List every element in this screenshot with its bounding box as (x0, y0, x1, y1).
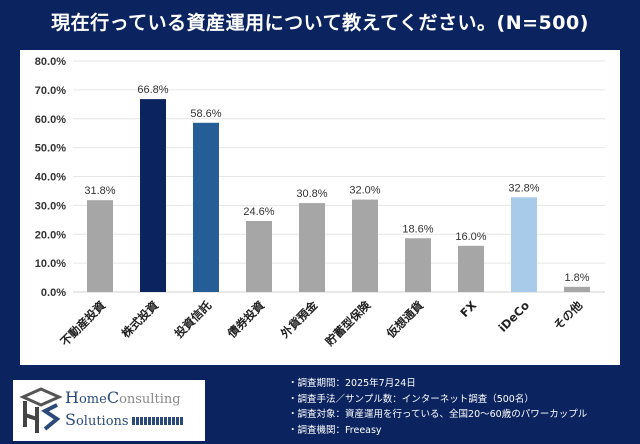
x-tick-label: 投資信託 (172, 298, 215, 341)
data-label: 24.6% (243, 206, 274, 218)
logo-text: HomeConsulting Solutions (65, 388, 184, 432)
company-logo: HomeConsulting Solutions (13, 380, 205, 441)
x-tick-label: 貯蓄型保険 (323, 298, 374, 349)
x-tick-label: 仮想通貨 (383, 298, 426, 341)
y-tick-label: 50.0% (35, 143, 66, 155)
data-label: 31.8% (84, 185, 115, 197)
bar (458, 245, 484, 292)
note-agency: ・調査機関：Freeasy (288, 424, 382, 436)
bar (299, 203, 325, 292)
x-tick-label: その他 (551, 298, 586, 333)
x-tick-label: FX (457, 298, 479, 320)
bar (246, 220, 272, 292)
y-tick-label: 60.0% (35, 114, 66, 126)
y-tick-label: 40.0% (35, 172, 66, 184)
bar (87, 200, 113, 292)
x-tick-label: 外貨預金 (277, 298, 320, 341)
y-tick-label: 30.0% (35, 200, 66, 212)
bar (511, 197, 537, 292)
data-label: 1.8% (564, 272, 589, 284)
data-label: 32.8% (508, 182, 539, 194)
bar-chart: 0.0% 10.0% 20.0% 30.0% 40.0% 50.0% 60.0% 70.0% 8… (35, 56, 605, 349)
x-tick-label: iDeCo (496, 298, 533, 335)
y-tick-label: 10.0% (35, 258, 66, 270)
x-tick-label: 不動産投資 (58, 298, 109, 349)
data-label: 30.8% (296, 188, 327, 200)
logo-mark-icon (19, 387, 63, 433)
bar (140, 99, 166, 292)
y-tick-label: 0.0% (41, 287, 66, 299)
bar (352, 199, 378, 292)
data-label: 16.0% (455, 231, 486, 243)
bar (405, 238, 431, 292)
data-label: 58.6% (190, 108, 221, 120)
y-tick-label: 70.0% (35, 85, 66, 97)
data-label: 66.8% (137, 84, 168, 96)
data-label: 18.6% (402, 223, 433, 235)
data-label: 32.0% (349, 185, 380, 197)
note-target: ・調査対象：資産運用を行っている、全国20〜60歳のパワーカップル (288, 409, 588, 420)
bar (193, 122, 219, 292)
x-tick-label: 債券投資 (224, 298, 267, 341)
survey-notes: ・調査期間：2025年7月24日 ・調査手法／サンプル数：インターネット調査（5… (288, 376, 587, 438)
note-period: ・調査期間：2025年7月24日 (288, 378, 416, 389)
y-tick-label: 80.0% (35, 56, 66, 68)
bar (564, 286, 590, 292)
chart-title: 現在行っている資産運用について教えてください。(N=500) (51, 12, 589, 34)
note-method: ・調査手法／サンプル数：インターネット調査（500名） (288, 393, 534, 405)
chart-panel: 0.0% 10.0% 20.0% 30.0% 40.0% 50.0% 60.0% 70.0% 8… (20, 50, 620, 365)
x-tick-label: 株式投資 (119, 298, 162, 341)
y-tick-label: 20.0% (35, 229, 66, 241)
